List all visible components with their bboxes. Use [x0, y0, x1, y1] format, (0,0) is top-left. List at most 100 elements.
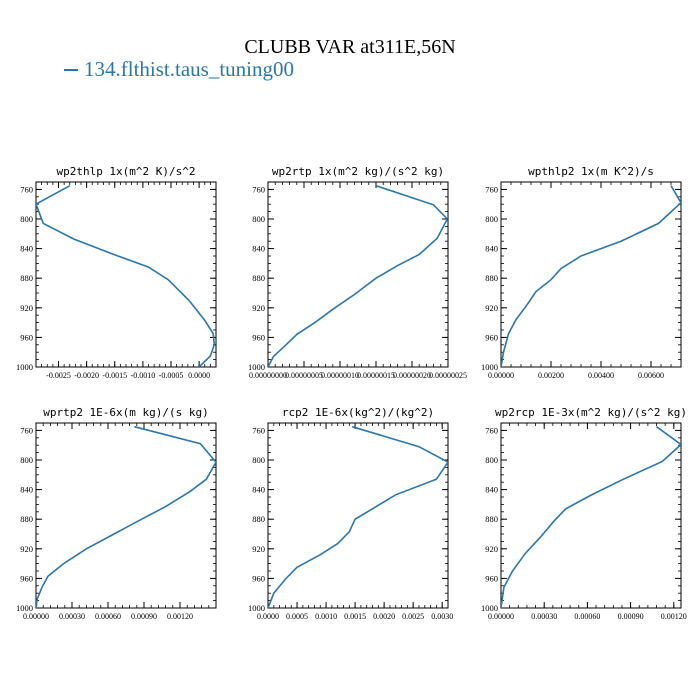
panel-frame [267, 181, 449, 368]
y-tick-label: 920 [252, 303, 265, 313]
y-tick-label: 1000 [481, 362, 498, 372]
y-tick-label: 960 [20, 332, 33, 342]
y-tick-label: 880 [252, 514, 265, 524]
panel-frame [35, 422, 217, 609]
y-tick-label: 1000 [481, 603, 498, 613]
y-tick-label: 880 [485, 273, 498, 283]
x-tick-label: 0.00000025 [429, 371, 467, 380]
y-tick-label: 760 [20, 184, 33, 194]
x-tick-label: 0.00060 [95, 612, 121, 621]
x-tick-label: 0.00030 [59, 612, 85, 621]
x-tick-label: 0.00120 [167, 612, 193, 621]
y-tick-label: 800 [252, 455, 265, 465]
x-tick-label: 0.00600 [638, 371, 664, 380]
x-tick-label: 0.00200 [538, 371, 564, 380]
x-tick-label: 0.00400 [588, 371, 614, 380]
series-line [501, 185, 681, 367]
panel-frame [35, 181, 217, 368]
y-tick-label: 840 [252, 244, 265, 254]
panel-title: wp2thlp 1x(m^2 K)/s^2 [56, 165, 195, 178]
y-tick-label: 800 [20, 455, 33, 465]
x-tick-label: -0.0015 [102, 371, 127, 380]
y-tick-label: 760 [252, 184, 265, 194]
x-tick-label: 0.00000 [488, 371, 514, 380]
panel-3: wpthlp2 1x(m K^2)/s 760 800 840 880 920 960 100… [481, 165, 682, 380]
y-tick-label: 800 [485, 455, 498, 465]
series-line [36, 184, 216, 367]
y-tick-label: 960 [485, 332, 498, 342]
y-tick-label: 760 [252, 425, 265, 435]
x-tick-label: 0.0000 [257, 612, 279, 621]
series-line [501, 426, 681, 608]
x-tick-label: 0.00000005 [285, 371, 323, 380]
x-tick-label: 0.00060 [574, 612, 600, 621]
y-tick-label: 760 [485, 425, 498, 435]
y-tick-label: 920 [20, 544, 33, 554]
panel-1: wp2thlp 1x(m^2 K)/s^2 760 800 840 880 920 960 1… [16, 165, 217, 380]
x-tick-label: 0.0020 [373, 612, 395, 621]
x-tick-label: -0.0025 [46, 371, 71, 380]
y-tick-label: 760 [485, 184, 498, 194]
y-tick-label: 800 [485, 214, 498, 224]
panel-4: wprtp2 1E-6x(m kg)/(s kg) 760 800 840 880 920… [16, 406, 217, 621]
y-tick-label: 880 [485, 514, 498, 524]
y-tick-label: 920 [485, 544, 498, 554]
y-tick-label: 800 [252, 214, 265, 224]
panel-frame [267, 422, 449, 609]
panel-title: wp2rtp 1x(m^2 kg)/(s^2 kg) [272, 165, 444, 178]
y-tick-label: 920 [252, 544, 265, 554]
y-tick-label: 960 [485, 573, 498, 583]
panel-title: wpthlp2 1x(m K^2)/s [528, 165, 654, 178]
y-tick-label: 920 [485, 303, 498, 313]
x-tick-label: 0.0030 [431, 612, 453, 621]
panel-title: wprtp2 1E-6x(m kg)/(s kg) [43, 406, 209, 419]
y-tick-label: 1000 [248, 603, 265, 613]
legend-line-swatch [64, 68, 78, 71]
y-tick-label: 960 [20, 573, 33, 583]
x-tick-label: 0.00000000 [249, 371, 287, 380]
panel-2: wp2rtp 1x(m^2 kg)/(s^2 kg) 760 800 840 880 92… [248, 165, 467, 380]
y-tick-label: 840 [252, 485, 265, 495]
y-tick-label: 880 [20, 273, 33, 283]
x-tick-label: 0.0005 [286, 612, 308, 621]
x-tick-label: 0.00000 [488, 612, 514, 621]
y-tick-label: 880 [20, 514, 33, 524]
x-tick-label: 0.00090 [618, 612, 644, 621]
x-tick-label: -0.0010 [131, 371, 156, 380]
panel-6: wp2rcp 1E-3x(m^2 kg)/(s^2 kg) 760 800 840 88… [481, 406, 687, 621]
x-tick-label: 0.0015 [344, 612, 366, 621]
y-tick-label: 920 [20, 303, 33, 313]
y-tick-label: 840 [485, 244, 498, 254]
y-tick-label: 840 [20, 485, 33, 495]
panel-frame [500, 422, 682, 609]
y-tick-label: 1000 [16, 603, 33, 613]
series-line [36, 425, 216, 608]
y-tick-label: 880 [252, 273, 265, 283]
y-tick-label: 1000 [248, 362, 265, 372]
x-tick-label: 0.00120 [661, 612, 687, 621]
x-tick-label: 0.00090 [131, 612, 157, 621]
x-tick-label: 0.0010 [315, 612, 337, 621]
x-tick-label: 0.00000010 [321, 371, 359, 380]
panel-title: wp2rcp 1E-3x(m^2 kg)/(s^2 kg) [495, 406, 687, 419]
panel-title: rcp2 1E-6x(kg^2)/(kg^2) [282, 406, 434, 419]
y-tick-label: 840 [20, 244, 33, 254]
x-tick-label: 0.00030 [531, 612, 557, 621]
panel-frame [500, 181, 682, 368]
series-line [268, 184, 448, 367]
x-tick-label: 0.0000 [188, 371, 210, 380]
series-line [268, 425, 448, 608]
y-tick-label: 800 [20, 214, 33, 224]
panel-5: rcp2 1E-6x(kg^2)/(kg^2) 760 800 840 880 920 96… [248, 406, 453, 621]
legend-label: 134.flthist.taus_tuning00 [84, 57, 294, 81]
y-tick-label: 840 [485, 485, 498, 495]
y-tick-label: 1000 [16, 362, 33, 372]
figure-title: CLUBB VAR at311E,56N [244, 36, 456, 58]
y-tick-label: 960 [252, 332, 265, 342]
x-tick-label: -0.0020 [74, 371, 99, 380]
figure-legend: 134.flthist.taus_tuning00 [64, 57, 294, 82]
x-tick-label: 0.00000 [23, 612, 49, 621]
y-tick-label: 960 [252, 573, 265, 583]
x-tick-label: 0.00000020 [393, 371, 431, 380]
